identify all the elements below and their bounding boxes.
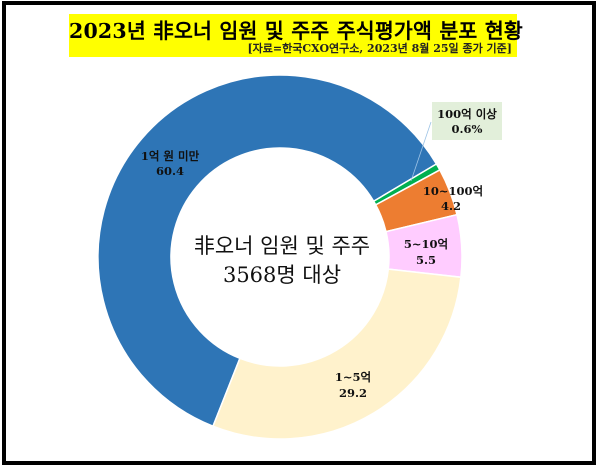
- label-under-1-name: 1억 원 미만: [141, 149, 200, 163]
- label-5-10-value: 5.5: [416, 253, 436, 267]
- label-10-100-name: 10~100억: [423, 184, 483, 198]
- label-5-10-name: 5~10억: [404, 237, 448, 251]
- donut-slices: [97, 74, 463, 440]
- label-under-1-value: 60.4: [156, 164, 184, 178]
- center-label-line1: 非오너 임원 및 주주: [194, 234, 370, 258]
- label-over-100-value: 0.6%: [452, 122, 483, 136]
- donut-slice-under-1: [97, 74, 438, 428]
- label-1-5-value: 29.2: [339, 386, 367, 400]
- donut-slice-1-5: [212, 268, 462, 440]
- chart-source: [자료=한국CXO연구소, 2023년 8월 25일 종가 기준]: [247, 42, 512, 55]
- chart-title: 2023년 非오너 임원 및 주주 주식평가액 분포 현황: [69, 19, 523, 43]
- center-label-line2: 3568명 대상: [223, 263, 341, 287]
- label-over-100-name: 100억 이상: [437, 107, 497, 121]
- label-1-5-name: 1~5억: [335, 370, 371, 384]
- title-banner: 2023년 非오너 임원 및 주주 주식평가액 분포 현황 [자료=한국CXO연…: [69, 14, 523, 57]
- label-10-100-value: 4.2: [441, 199, 461, 213]
- callout-box-over-100: [432, 102, 502, 140]
- leader-line: [410, 121, 432, 182]
